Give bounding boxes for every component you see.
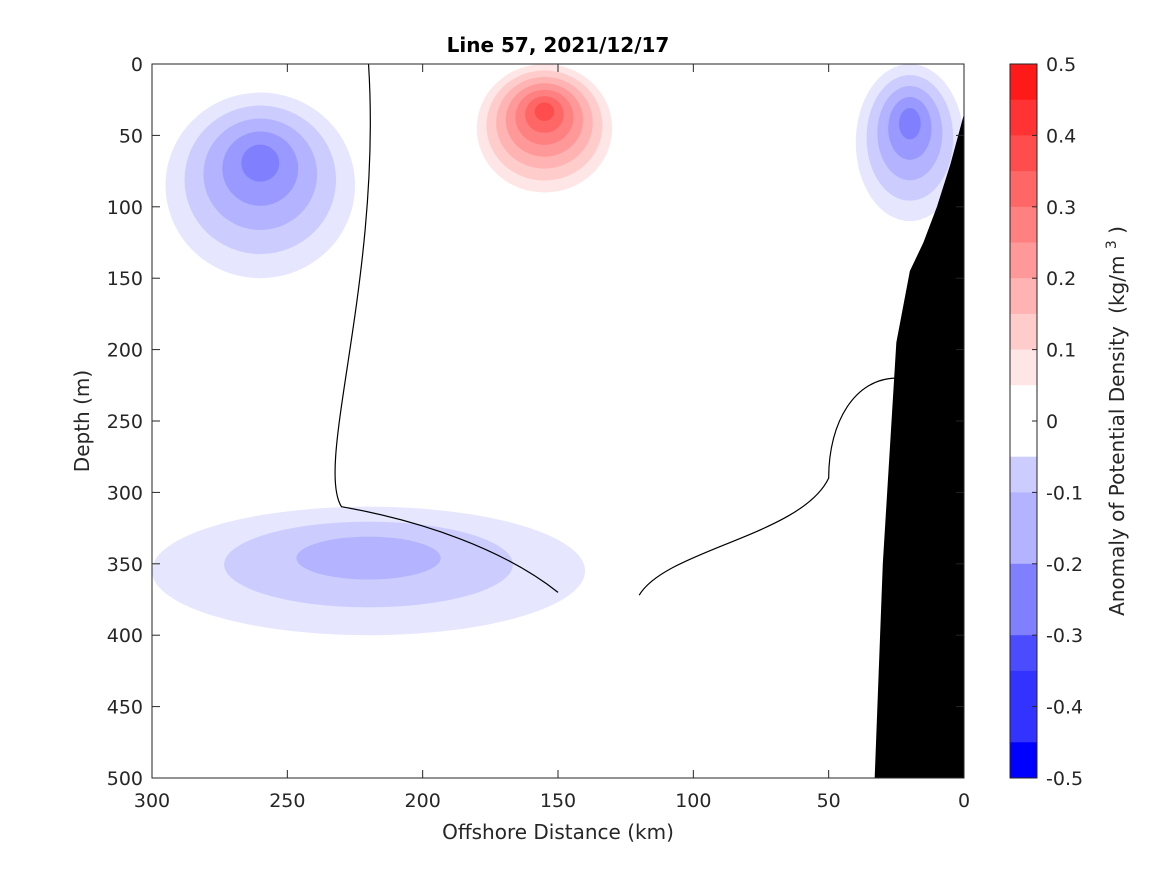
colorbar-block: [1010, 670, 1037, 708]
y-tick-label: 350: [107, 554, 143, 576]
x-tick-label: 300: [134, 790, 170, 812]
y-tick-label: 400: [107, 625, 143, 647]
colorbar-tick-label: 0.5: [1046, 54, 1076, 76]
chart-title: Line 57, 2021/12/17: [447, 33, 670, 57]
colorbar-block: [1010, 242, 1037, 279]
colorbar-block: [1010, 278, 1037, 315]
x-tick-label: 200: [405, 790, 441, 812]
x-tick-label: 150: [540, 790, 576, 812]
colorbar-tick-label: 0.2: [1046, 268, 1076, 290]
colorbar-tick-label: -0.3: [1046, 625, 1083, 647]
colorbar-block: [1010, 528, 1037, 565]
anomaly-level-region: [296, 536, 441, 580]
colorbar-unit: (kg/m: [1105, 256, 1129, 314]
anomaly-field-layer: [152, 64, 964, 636]
colorbar-block: [1010, 206, 1037, 243]
seafloor-shape: [874, 113, 964, 779]
colorbar-blocks: [1010, 64, 1037, 779]
y-tick-label: 0: [131, 54, 143, 76]
colorbar-tick-label: 0.4: [1046, 125, 1076, 147]
y-tick-label: 50: [119, 125, 143, 147]
anomaly-level-region: [899, 107, 921, 140]
colorbar-tick-label: 0.1: [1046, 340, 1076, 362]
colorbar-tick-label: -0.1: [1046, 482, 1083, 504]
y-axis: 0 50 100 150 200 250 300 350 400 450 500: [107, 54, 964, 790]
colorbar-tick-label: -0.4: [1046, 697, 1083, 719]
anomaly-level-region: [534, 102, 555, 121]
x-axis-label: Offshore Distance (km): [442, 820, 674, 844]
colorbar-block: [1010, 349, 1037, 386]
colorbar-label-text: Anomaly of Potential Density: [1105, 326, 1129, 616]
y-tick-label: 200: [107, 340, 143, 362]
x-tick-label: 0: [958, 790, 970, 812]
colorbar-tick-label: -0.5: [1046, 768, 1083, 790]
colorbar-tick-label: -0.2: [1046, 554, 1083, 576]
colorbar-block: [1010, 64, 1037, 101]
colorbar: 0.5 0.4 0.3 0.2 0.1 0 -0.1 -0.2 -0.3 -0.4 -0.5 Ano…: [1009, 54, 1129, 790]
y-tick-label: 100: [107, 197, 143, 219]
x-tick-label: 50: [817, 790, 841, 812]
colorbar-block: [1010, 385, 1037, 422]
colorbar-unit-exponent: 3: [1104, 240, 1120, 249]
colorbar-ticks: 0.5 0.4 0.3 0.2 0.1 0 -0.1 -0.2 -0.3 -0.4 -0.5: [1032, 54, 1083, 790]
colorbar-block: [1010, 456, 1037, 493]
colorbar-label: Anomaly of Potential Density (kg/m 3 ): [1097, 226, 1129, 616]
colorbar-block: [1010, 313, 1037, 351]
colorbar-block: [1010, 563, 1037, 600]
colorbar-block: [1010, 742, 1037, 779]
y-tick-label: 500: [107, 768, 143, 790]
colorbar-block: [1010, 171, 1037, 208]
zero-contour-line: [334, 64, 897, 596]
y-tick-label: 250: [107, 411, 143, 433]
y-axis-label: Depth (m): [70, 370, 94, 472]
colorbar-unit-close: ): [1105, 226, 1129, 234]
colorbar-block: [1010, 599, 1037, 636]
y-tick-label: 300: [107, 482, 143, 504]
colorbar-block: [1010, 135, 1037, 172]
colorbar-tick-label: 0.3: [1046, 197, 1076, 219]
anomaly-level-region: [241, 144, 280, 182]
colorbar-block: [1010, 99, 1037, 136]
y-tick-label: 150: [107, 268, 143, 290]
y-tick-label: 450: [107, 697, 143, 719]
plot-area: [151, 63, 965, 779]
colorbar-block: [1010, 492, 1037, 529]
colorbar-tick-label: 0: [1046, 411, 1058, 433]
x-tick-label: 250: [269, 790, 305, 812]
colorbar-block: [1010, 635, 1037, 672]
x-axis: 300 250 200 150 100 50 0: [134, 64, 970, 812]
x-tick-label: 100: [675, 790, 711, 812]
colorbar-block: [1010, 421, 1037, 458]
colorbar-block: [1010, 706, 1037, 743]
zero-contour-layer: [334, 64, 897, 596]
